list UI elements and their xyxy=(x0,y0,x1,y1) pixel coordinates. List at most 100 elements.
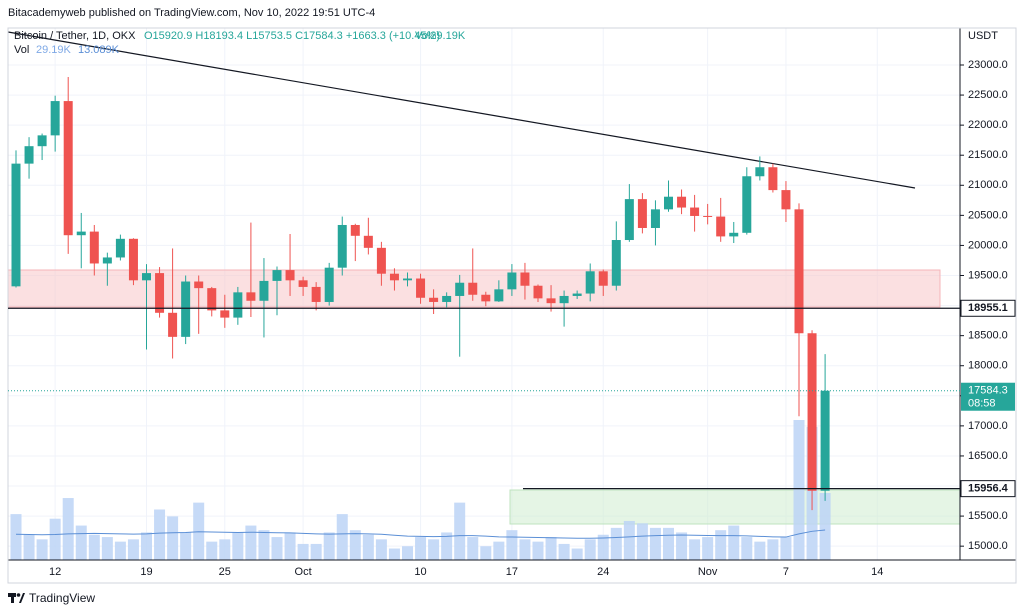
volume-bar xyxy=(415,537,427,560)
y-tick-label: 22500.0 xyxy=(968,89,1008,101)
price-label: 15956.4 xyxy=(968,483,1009,495)
volume-bar xyxy=(154,509,166,560)
candle-body xyxy=(37,135,47,147)
volume-bar xyxy=(636,523,648,560)
candle-body xyxy=(259,280,269,301)
trend-line xyxy=(7,31,916,189)
volume-bar xyxy=(271,537,283,560)
candle-body xyxy=(794,209,804,334)
candle-body xyxy=(272,270,282,281)
volume-bar xyxy=(388,548,400,560)
volume-bar xyxy=(597,534,609,560)
candle-body xyxy=(559,295,569,304)
volume-bar xyxy=(323,532,335,560)
candle-body xyxy=(455,282,465,296)
candle-body xyxy=(468,282,478,295)
candle-body xyxy=(650,209,660,228)
y-tick-label: 17000.0 xyxy=(968,420,1008,432)
volume-study: Vol xyxy=(14,44,29,56)
candle-body xyxy=(311,286,321,302)
volume-panel xyxy=(10,420,831,560)
volume-bar xyxy=(519,539,531,560)
candle-body xyxy=(507,272,517,290)
volume-bar xyxy=(441,532,453,560)
x-tick-label: Nov xyxy=(698,566,718,578)
volume-bar xyxy=(232,532,244,560)
brand: TradingView xyxy=(29,591,95,605)
volume-bar xyxy=(545,537,557,560)
last-price-label: 17584.3 xyxy=(968,385,1008,397)
candle-body xyxy=(337,224,347,268)
volume-bar xyxy=(584,539,596,560)
volume-bar xyxy=(493,541,505,560)
volume-ma-value: 13.089K xyxy=(78,44,120,56)
volume-bar xyxy=(623,520,635,560)
candle-body xyxy=(546,298,556,304)
volume-value: 29.19K xyxy=(36,44,72,56)
candle-body xyxy=(63,101,73,236)
x-tick-label: 7 xyxy=(783,566,789,578)
candle-body xyxy=(324,267,334,302)
candle-body xyxy=(624,199,634,241)
x-tick-label: 17 xyxy=(506,566,518,578)
volume-bar xyxy=(127,539,139,560)
volume-bar xyxy=(245,525,257,560)
candle-body xyxy=(820,390,830,491)
candle-body xyxy=(494,289,504,302)
price-label: 18955.1 xyxy=(968,302,1008,314)
y-tick-label: 16500.0 xyxy=(968,450,1008,462)
candle-body xyxy=(115,238,125,258)
volume-bar xyxy=(36,539,48,560)
volume-bar xyxy=(532,541,544,560)
candle-body xyxy=(181,281,191,337)
y-tick-label: 22000.0 xyxy=(968,119,1008,131)
candle-body xyxy=(429,297,439,302)
candle-body xyxy=(50,101,60,136)
volume-bar xyxy=(715,530,727,560)
candle-body xyxy=(664,196,673,210)
volume-bar xyxy=(467,537,479,560)
candle-body xyxy=(703,215,713,217)
volume-bar xyxy=(728,525,740,560)
candle-body xyxy=(376,247,386,274)
volume-bar xyxy=(454,502,466,560)
y-tick-label: 20500.0 xyxy=(968,209,1008,221)
legend-volume: Vol29.19K xyxy=(415,30,466,42)
candle-body xyxy=(690,207,700,216)
legend-ohlc: O15920.9 H18193.4 L15753.5 C17584.3 +166… xyxy=(144,30,440,42)
candle-body xyxy=(363,235,373,248)
plot xyxy=(11,77,830,511)
volume-bar xyxy=(62,498,74,560)
volume-bar xyxy=(362,534,374,560)
candle-body xyxy=(611,240,621,286)
volume-bar xyxy=(558,543,570,560)
candle-body xyxy=(716,216,726,237)
volume-bar xyxy=(101,537,113,560)
volume-bar xyxy=(310,543,322,560)
candle-body xyxy=(102,257,112,264)
volume-bar xyxy=(23,534,35,560)
y-tick-label: 19500.0 xyxy=(968,269,1008,281)
candle-body xyxy=(520,272,530,286)
y-tick-label: 20000.0 xyxy=(968,239,1008,251)
candle-body xyxy=(729,232,739,237)
y-tick-label: 15500.0 xyxy=(968,510,1008,522)
y-tick-label: 15000.0 xyxy=(968,540,1008,552)
candle-body xyxy=(389,273,399,281)
candle-body xyxy=(11,163,21,287)
x-tick-label: 24 xyxy=(597,566,609,578)
candle-body xyxy=(781,190,791,210)
volume-bar xyxy=(297,543,309,560)
x-tick-label: 25 xyxy=(219,566,231,578)
candle-body xyxy=(194,281,204,289)
volume-bar xyxy=(663,527,674,560)
volume-ma-line xyxy=(15,529,826,539)
y-tick-label: 18000.0 xyxy=(968,360,1008,372)
candle-body xyxy=(598,271,608,286)
volume-bar xyxy=(819,493,831,560)
volume-bar xyxy=(676,532,688,560)
volume-bar xyxy=(428,539,440,560)
volume-bar xyxy=(88,534,100,560)
candle-body xyxy=(742,176,752,233)
